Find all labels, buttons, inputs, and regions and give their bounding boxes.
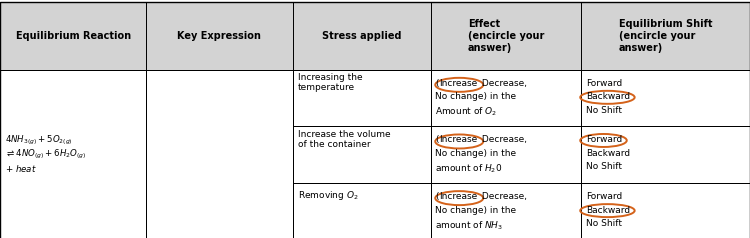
Bar — [292, 126, 431, 183]
Bar — [0, 2, 146, 70]
Bar — [581, 70, 750, 126]
Text: Forward: Forward — [586, 135, 622, 144]
Text: $\rightleftharpoons 4NO_{(g)} + 6H_2O_{(g)}$: $\rightleftharpoons 4NO_{(g)} + 6H_2O_{(… — [5, 148, 86, 161]
Text: (: ( — [435, 79, 439, 88]
Text: Decrease,: Decrease, — [479, 135, 527, 144]
Text: Stress applied: Stress applied — [322, 31, 402, 41]
Text: amount of $NH_3$: amount of $NH_3$ — [435, 219, 503, 232]
Bar — [581, 2, 750, 70]
Bar — [292, 70, 431, 126]
Text: Increase: Increase — [440, 135, 478, 144]
Bar — [581, 183, 750, 238]
Text: (: ( — [435, 192, 439, 201]
Text: Decrease,: Decrease, — [479, 192, 527, 201]
Text: Amount of $O_2$: Amount of $O_2$ — [435, 106, 497, 118]
Text: Increase the volume
of the container: Increase the volume of the container — [298, 129, 390, 149]
Text: Equilibrium Reaction: Equilibrium Reaction — [16, 31, 130, 41]
Bar — [146, 70, 292, 238]
Text: Increasing the
temperature: Increasing the temperature — [298, 73, 362, 92]
Text: $+\ heat$: $+\ heat$ — [5, 163, 37, 174]
Text: $4NH_{3(g)} + 5O_{2(g)}$: $4NH_{3(g)} + 5O_{2(g)}$ — [5, 134, 73, 147]
Text: No change) in the: No change) in the — [435, 92, 516, 101]
Bar — [431, 2, 581, 70]
Text: No Shift: No Shift — [586, 219, 622, 228]
Text: Backward: Backward — [586, 149, 630, 158]
Text: Backward: Backward — [586, 206, 630, 215]
Text: Equilibrium Shift
(encircle your
answer): Equilibrium Shift (encircle your answer) — [619, 19, 712, 53]
Text: (: ( — [435, 135, 439, 144]
Text: No Shift: No Shift — [586, 163, 622, 171]
Text: No change) in the: No change) in the — [435, 206, 516, 215]
Text: Forward: Forward — [586, 79, 622, 88]
Text: Effect
(encircle your
answer): Effect (encircle your answer) — [468, 19, 544, 53]
Bar — [0, 70, 146, 238]
Text: Increase: Increase — [440, 192, 478, 201]
Text: amount of $H_2$0: amount of $H_2$0 — [435, 163, 502, 175]
Bar — [146, 2, 292, 70]
Bar — [292, 2, 431, 70]
Bar — [431, 183, 581, 238]
Text: Backward: Backward — [586, 92, 630, 101]
Text: Key Expression: Key Expression — [178, 31, 261, 41]
Text: Increase: Increase — [440, 79, 478, 88]
Bar — [431, 126, 581, 183]
Text: Decrease,: Decrease, — [479, 79, 527, 88]
Bar — [431, 70, 581, 126]
Bar — [292, 183, 431, 238]
Text: No Shift: No Shift — [586, 106, 622, 115]
Text: Removing $O_2$: Removing $O_2$ — [298, 189, 358, 202]
Text: Forward: Forward — [586, 192, 622, 201]
Text: No change) in the: No change) in the — [435, 149, 516, 158]
Bar — [581, 126, 750, 183]
